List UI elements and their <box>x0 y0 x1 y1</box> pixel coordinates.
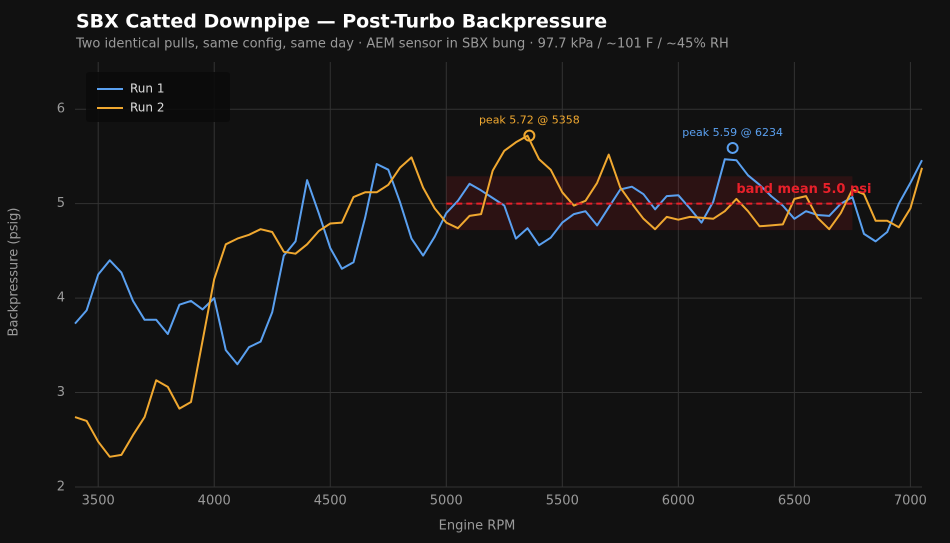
series-line <box>74 134 923 458</box>
peak-marker <box>726 141 739 154</box>
y-tick-label: 5 <box>57 196 65 211</box>
y-tick-label: 6 <box>57 102 65 117</box>
legend-box <box>86 72 230 122</box>
x-axis-label: Engine RPM <box>439 519 516 534</box>
y-axis-label: Backpressure (psig) <box>7 208 22 337</box>
x-tick-label: 6000 <box>662 494 695 509</box>
x-tick-label: 3500 <box>82 494 115 509</box>
x-tick-label: 6500 <box>778 494 811 509</box>
x-tick-label: 4500 <box>314 494 347 509</box>
chart-title: SBX Catted Downpipe — Post-Turbo Backpre… <box>76 11 607 33</box>
y-tick-label: 4 <box>57 291 65 306</box>
peak-label: peak 5.59 @ 6234 <box>682 126 783 139</box>
chart-subtitle: Two identical pulls, same config, same d… <box>75 37 729 52</box>
band-mean-label: band mean 5.0 psi <box>736 182 871 197</box>
y-tick-label: 2 <box>57 480 65 495</box>
x-tick-label: 7000 <box>894 494 927 509</box>
x-tick-label: 5500 <box>546 494 579 509</box>
x-tick-label: 5000 <box>430 494 463 509</box>
legend: Run 1 Run 2 <box>86 72 230 122</box>
legend-label: Run 2 <box>130 101 164 115</box>
x-tick-label: 4000 <box>198 494 231 509</box>
peak-marker <box>523 129 536 142</box>
y-tick-label: 3 <box>57 385 65 400</box>
peak-label: peak 5.72 @ 5358 <box>479 114 580 127</box>
legend-label: Run 1 <box>130 82 164 96</box>
